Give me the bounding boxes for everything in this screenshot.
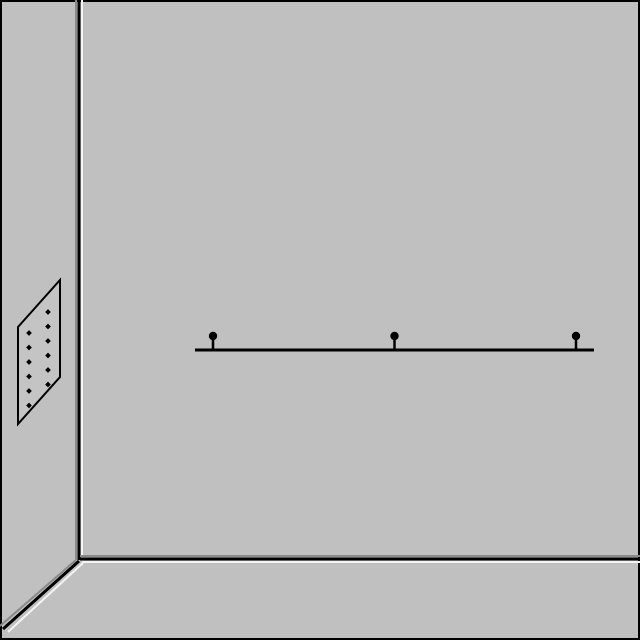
wall-vent[interactable] [17,277,61,427]
coat-hook-icon[interactable] [390,331,399,349]
vent-hole [26,388,32,394]
coat-hooks [208,331,581,349]
vent-hole [26,330,32,336]
coat-hook-icon[interactable] [571,331,581,349]
vent-icon[interactable] [17,277,61,427]
vent-hole [26,373,32,380]
floor-edge-diagonal [0,559,84,633]
coat-hook-icon[interactable] [208,331,218,349]
coat-rack[interactable] [195,331,594,352]
corner-edge-vertical [75,0,83,560]
vent-hole [26,402,32,409]
vent-hole [26,344,32,351]
vent-hole [26,359,32,365]
floor-edge-horizontal [80,555,640,563]
